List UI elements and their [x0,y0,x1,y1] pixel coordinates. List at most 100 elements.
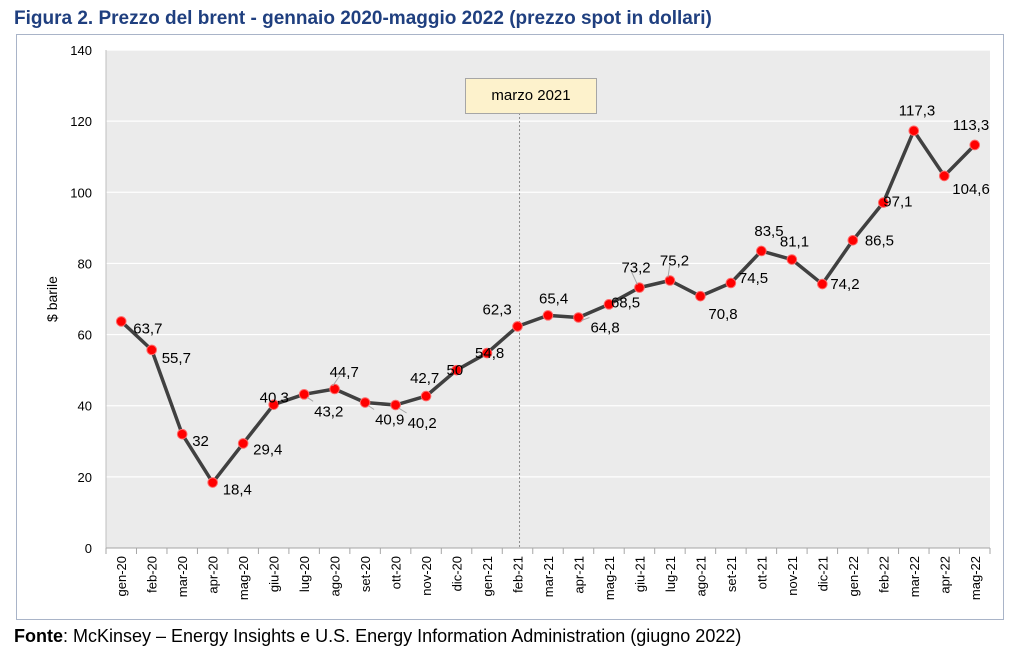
data-label-mag-20: 29,4 [253,441,282,458]
x-tick-label-mar-20: mar-20 [175,556,190,597]
leader-line-ott-20 [398,407,407,414]
x-tick-label-mar-21: mar-21 [541,556,556,597]
x-tick-label-ott-21: ott-21 [754,556,769,589]
data-point-set-20 [359,397,371,408]
leader-line-giu-21 [630,271,638,285]
source-text: : McKinsey – Energy Insights e U.S. Ener… [63,626,742,646]
data-point-giu-20 [268,399,279,410]
data-label-ott-20: 40,2 [408,415,437,432]
data-label-feb-21: 62,3 [483,301,512,318]
data-point-set-21 [725,277,737,289]
data-point-dic-21 [817,278,828,290]
x-tick-label-gen-21: gen-21 [480,556,495,596]
data-label-ago-21: 70,8 [708,306,737,323]
leader-line-set-20 [367,405,375,410]
data-point-ott-20 [390,399,401,411]
data-point-feb-21 [512,321,523,332]
data-label-mar-21: 65,4 [539,290,568,307]
leader-line-apr-21 [581,317,590,321]
x-tick-label-feb-22: feb-22 [876,556,891,593]
data-point-apr-22 [938,170,950,182]
data-label-ago-20: 44,7 [330,364,359,381]
data-label-dic-20: 50 [447,362,464,379]
data-label-apr-20: 18,4 [223,482,252,499]
data-point-giu-21 [634,282,645,293]
data-label-gen-22: 86,5 [865,232,894,249]
data-label-dic-21: 74,2 [830,276,859,293]
data-point-ott-21 [756,245,767,257]
data-label-mar-20: 32 [192,433,209,450]
data-label-gen-21: 54,8 [475,345,504,362]
x-tick-label-dic-20: dic-20 [450,556,465,591]
x-tick-label-ott-20: ott-20 [389,556,404,589]
y-tick-label-20: 20 [78,470,92,485]
data-label-giu-20: 40,3 [260,390,289,407]
chart-title: Figura 2. Prezzo del brent - gennaio 202… [14,8,712,29]
y-tick-label-80: 80 [78,256,92,271]
x-tick-label-gen-20: gen-20 [114,556,129,596]
data-label-set-21: 74,5 [739,270,768,287]
x-tick-label-gen-22: gen-22 [846,556,861,596]
x-tick-label-nov-21: nov-21 [785,556,800,596]
data-point-dic-20 [451,364,462,376]
leader-line-lug-20 [306,396,314,402]
data-point-nov-20 [420,390,432,402]
y-tick-label-120: 120 [70,114,92,129]
data-point-apr-21 [573,312,584,323]
data-label-lug-21: 75,2 [660,253,689,270]
data-label-lug-20: 43,2 [314,403,343,420]
data-label-feb-22: 97,1 [883,194,912,211]
data-point-mar-20 [176,428,188,440]
data-point-ago-21 [695,290,706,302]
x-tick-label-lug-21: lug-21 [663,556,678,592]
data-label-nov-21: 81,1 [780,234,809,251]
x-tick-label-feb-21: feb-21 [511,556,526,593]
x-tick-label-apr-20: apr-20 [206,556,221,594]
y-tick-label-0: 0 [85,541,92,556]
data-point-lug-21 [664,275,676,286]
annotation-marzo-2021: marzo 2021 [465,78,597,114]
data-point-gen-22 [847,235,859,246]
data-label-ott-21: 83,5 [754,223,783,240]
x-tick-label-apr-22: apr-22 [937,556,952,594]
data-point-lug-20 [298,389,310,400]
x-tick-label-set-21: set-21 [724,556,739,592]
data-point-feb-20 [146,344,158,356]
data-label-feb-20: 55,7 [162,350,191,367]
data-point-ago-20 [329,383,340,395]
data-point-mag-21 [603,299,615,310]
x-tick-label-dic-21: dic-21 [815,556,830,591]
source-label: Fonte [14,626,63,646]
data-label-apr-21: 64,8 [590,319,619,336]
y-axis-label: $ barile [44,276,60,322]
x-tick-label-ago-21: ago-21 [693,556,708,596]
data-point-nov-21 [786,254,798,265]
x-tick-label-feb-20: feb-20 [145,556,160,593]
data-label-giu-21: 73,2 [621,260,650,277]
data-point-mag-20 [237,438,249,449]
data-label-mag-21: 68,5 [611,294,640,311]
x-tick-label-ago-20: ago-20 [328,556,343,596]
data-label-nov-20: 42,7 [410,370,439,387]
data-label-mar-22: 117,3 [899,103,935,120]
x-tick-label-nov-20: nov-20 [419,556,434,596]
data-label-apr-22: 104,6 [952,181,990,198]
data-label-mag-22: 113,3 [953,117,989,134]
x-tick-label-mag-22: mag-22 [968,556,983,600]
data-point-gen-21 [481,347,493,359]
x-tick-label-mag-21: mag-21 [602,556,617,600]
x-tick-label-lug-20: lug-20 [297,556,312,592]
data-point-mar-22 [908,125,920,137]
x-tick-label-mag-20: mag-20 [236,556,251,600]
plot-area [106,50,990,548]
data-label-gen-20: 63,7 [133,320,162,337]
data-point-gen-20 [115,316,127,327]
y-tick-label-100: 100 [70,185,92,200]
data-point-mag-22 [969,139,981,151]
y-tick-label-60: 60 [78,328,92,343]
data-point-feb-22 [878,197,889,208]
source-note: Fonte: McKinsey – Energy Insights e U.S.… [14,626,741,647]
x-tick-label-giu-20: giu-20 [267,556,282,592]
y-tick-label-140: 140 [70,43,92,58]
